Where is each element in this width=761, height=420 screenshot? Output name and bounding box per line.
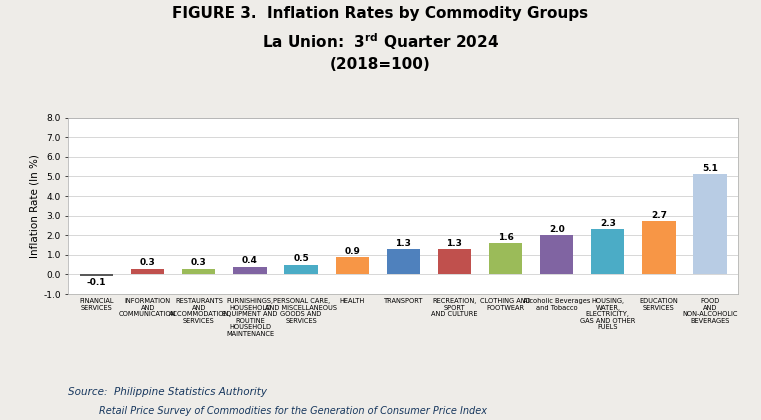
Text: 0.3: 0.3 <box>191 258 207 268</box>
Text: 1.3: 1.3 <box>396 239 411 248</box>
Bar <box>540 235 573 274</box>
Bar <box>285 265 317 274</box>
Bar <box>131 268 164 274</box>
Bar <box>591 229 625 274</box>
Text: Retail Price Survey of Commodities for the Generation of Consumer Price Index: Retail Price Survey of Commodities for t… <box>99 406 487 416</box>
Text: 1.6: 1.6 <box>498 233 514 242</box>
Bar <box>387 249 420 274</box>
Bar <box>182 268 215 274</box>
Text: Source:  Philippine Statistics Authority: Source: Philippine Statistics Authority <box>68 387 267 397</box>
Bar <box>80 274 113 276</box>
Text: FIGURE 3.  Inflation Rates by Commodity Groups: FIGURE 3. Inflation Rates by Commodity G… <box>173 6 588 21</box>
Text: 2.3: 2.3 <box>600 219 616 228</box>
Text: 0.5: 0.5 <box>293 255 309 263</box>
Text: 5.1: 5.1 <box>702 164 718 173</box>
Text: La Union:  3$^{\mathbf{rd}}$ Quarter 2024: La Union: 3$^{\mathbf{rd}}$ Quarter 2024 <box>262 32 499 52</box>
Bar <box>642 221 676 274</box>
Bar <box>489 243 522 274</box>
Y-axis label: Inflation Rate (In %): Inflation Rate (In %) <box>29 154 39 258</box>
Text: 1.3: 1.3 <box>447 239 463 248</box>
Text: (2018=100): (2018=100) <box>330 57 431 72</box>
Bar <box>336 257 369 274</box>
Bar <box>438 249 471 274</box>
Bar <box>693 174 727 274</box>
Text: 2.0: 2.0 <box>549 225 565 234</box>
Text: -0.1: -0.1 <box>87 278 107 286</box>
Text: 2.7: 2.7 <box>651 211 667 220</box>
Text: 0.3: 0.3 <box>140 258 155 268</box>
Bar <box>234 267 266 274</box>
Text: 0.4: 0.4 <box>242 256 258 265</box>
Text: 0.9: 0.9 <box>344 247 360 256</box>
